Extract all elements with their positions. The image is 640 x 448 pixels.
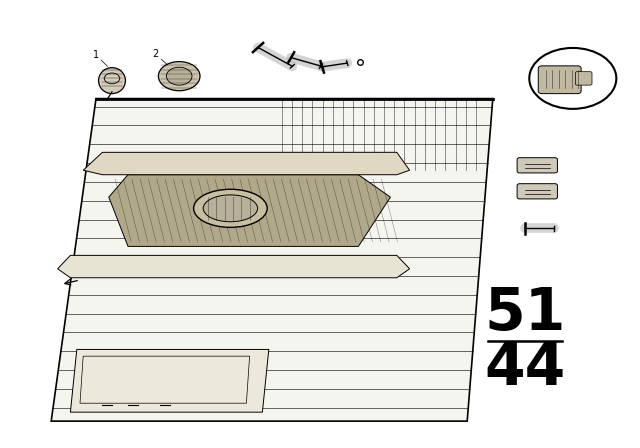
Circle shape	[166, 67, 192, 85]
Ellipse shape	[159, 61, 200, 91]
FancyBboxPatch shape	[538, 66, 581, 94]
Circle shape	[529, 48, 616, 109]
Polygon shape	[109, 175, 390, 246]
Ellipse shape	[99, 68, 125, 94]
FancyBboxPatch shape	[575, 72, 592, 85]
Polygon shape	[51, 99, 493, 421]
Text: 44: 44	[484, 340, 565, 397]
Ellipse shape	[193, 189, 268, 228]
Polygon shape	[58, 255, 410, 278]
Polygon shape	[70, 349, 269, 412]
Text: 2: 2	[152, 49, 159, 59]
FancyBboxPatch shape	[517, 158, 557, 173]
Ellipse shape	[204, 195, 257, 222]
FancyBboxPatch shape	[517, 184, 557, 199]
Polygon shape	[83, 152, 410, 175]
Text: 51: 51	[484, 285, 566, 342]
Text: 1: 1	[93, 50, 99, 60]
